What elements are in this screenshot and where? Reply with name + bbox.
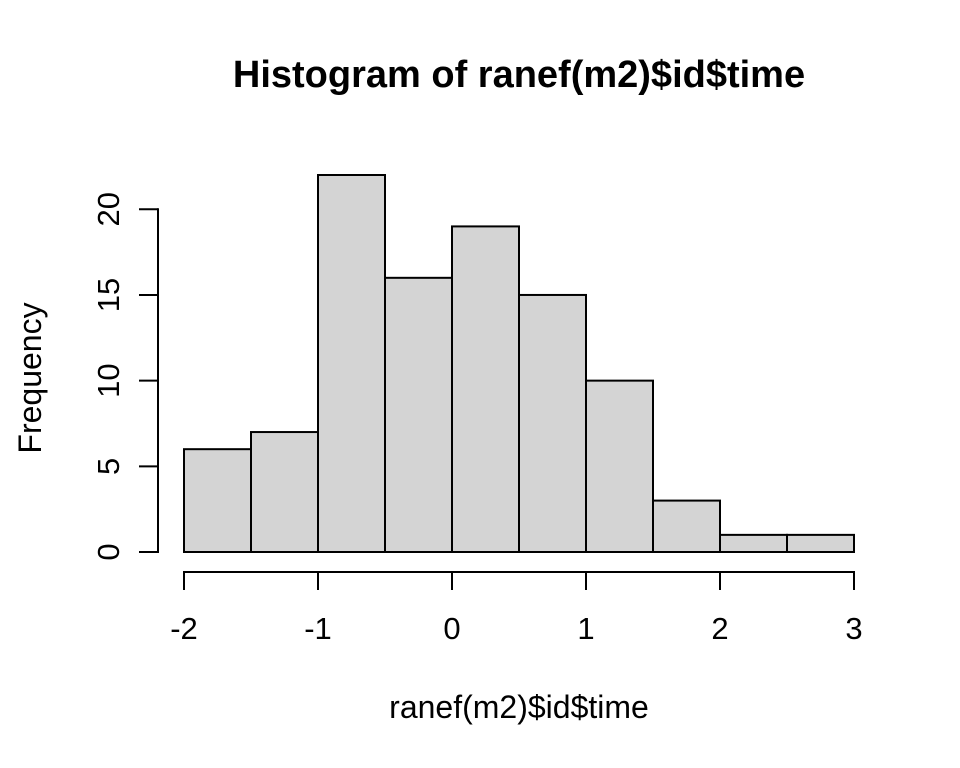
- x-tick-label: -1: [304, 611, 332, 646]
- x-tick-label: 1: [577, 611, 594, 646]
- histogram-bar: [652, 499, 721, 554]
- x-tick-label: 2: [711, 611, 728, 646]
- y-tick-label: 0: [91, 543, 126, 560]
- chart-title: Histogram of ranef(m2)$id$time: [232, 54, 806, 96]
- y-axis-label: Frequency: [12, 302, 48, 454]
- histogram-bar: [786, 533, 855, 554]
- histogram-bar: [451, 225, 520, 553]
- histogram-bar: [585, 379, 654, 553]
- histogram-bar: [518, 293, 587, 553]
- histogram-bar: [250, 431, 319, 553]
- histogram-bar: [384, 276, 453, 553]
- y-tick-label: 5: [91, 458, 126, 475]
- y-tick-label: 15: [91, 278, 126, 312]
- y-tick-label: 20: [91, 192, 126, 226]
- x-axis-label: ranef(m2)$id$time: [389, 689, 649, 725]
- histogram-bar: [317, 174, 386, 553]
- histogram-bar: [719, 533, 788, 554]
- x-tick-label: -2: [170, 611, 198, 646]
- histogram-bar: [183, 448, 252, 554]
- y-tick-label: 10: [91, 363, 126, 397]
- x-tick-label: 3: [845, 611, 862, 646]
- x-tick-label: 0: [443, 611, 460, 646]
